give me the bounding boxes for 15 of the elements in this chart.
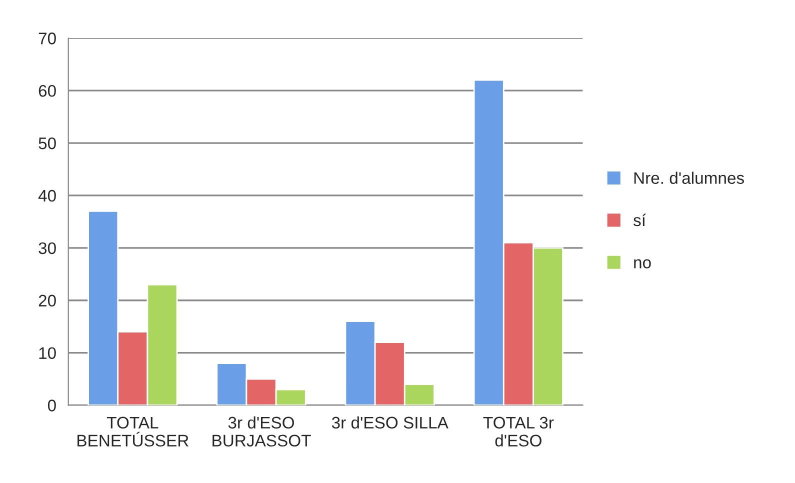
x-tick-label: TOTAL BENETÚSSER	[78, 416, 188, 447]
x-tick-label: TOTAL 3r d'ESO	[483, 416, 554, 447]
legend-label: no	[634, 259, 651, 268]
y-tick-label: 50	[38, 137, 56, 150]
legend-label: sí	[633, 214, 646, 226]
x-tick-label: 3r d'ESO SILLA	[332, 416, 448, 429]
y-tick-label: 70	[38, 32, 56, 44]
legend-label: Nre. d'alumnes	[634, 172, 744, 184]
y-tick-label: 60	[38, 85, 56, 97]
x-tick-label: 3r d'ESO BURJASSOT	[212, 416, 311, 447]
y-tick-label: 30	[38, 242, 56, 254]
y-tick-label: 0	[48, 400, 56, 412]
y-tick-label: 40	[38, 190, 56, 202]
y-tick-label: 10	[39, 347, 56, 359]
y-tick-label: 20	[38, 294, 56, 307]
